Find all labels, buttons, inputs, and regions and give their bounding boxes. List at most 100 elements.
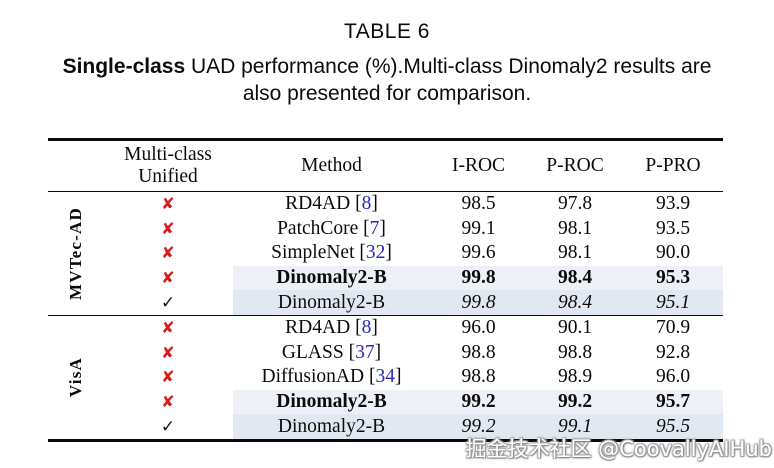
metric-value: 98.4	[557, 267, 593, 289]
unified-cell: ✘	[103, 342, 233, 364]
table-row: ✓ Dinomaly2-B 99.8 98.4 95.1	[48, 290, 723, 315]
metric-value: 99.2	[557, 391, 593, 413]
method-name: Dinomaly2-B	[276, 391, 387, 413]
column-header-iroc: I-ROC	[451, 155, 506, 176]
metric-value: 95.5	[655, 415, 691, 437]
table-row: ✓ Dinomaly2-B 99.2 99.1 95.5	[48, 414, 723, 439]
unified-mark: ✘	[161, 342, 175, 362]
watermark: 掘金技术社区 @CoovallyAIHub	[465, 437, 772, 461]
caption-bold-text: Single-class	[62, 55, 186, 78]
table-row: ✘ SimpleNet [32] 99.6 98.1 90.0	[48, 241, 723, 266]
dataset-section: VisA ✘ RD4AD [8] 96.0 90.1 70.9 ✘ GLASS …	[48, 314, 723, 439]
caption-rest-text: UAD performance (%).Multi-class Dinomaly…	[185, 55, 712, 78]
caption-line-1: Single-class UAD performance (%).Multi-c…	[0, 53, 774, 80]
results-table: Multi-class Unified Method I-ROC P-ROC P…	[48, 138, 723, 442]
method-name: SimpleNet	[271, 242, 355, 264]
metric-value: 98.8	[461, 341, 496, 363]
metric-value: 98.1	[557, 242, 593, 264]
unified-cell: ✘	[103, 193, 233, 215]
method-name: RD4AD	[285, 193, 351, 215]
table-body: MVTec-AD ✘ RD4AD [8] 98.5 97.8 93.9 ✘ Pa…	[48, 192, 723, 439]
citation-number[interactable]: 34	[375, 366, 395, 388]
method-cell: Dinomaly2-B	[233, 267, 430, 289]
unified-mark: ✓	[160, 416, 176, 437]
table-row: ✘ RD4AD [8] 98.5 97.8 93.9	[48, 192, 723, 217]
column-header-method: Method	[301, 155, 362, 176]
metric-value: 96.0	[461, 317, 496, 339]
table-number: TABLE 6	[344, 20, 430, 43]
column-header-unified: Multi-class Unified	[124, 144, 212, 187]
table-caption-block: TABLE 6 Single-class UAD performance (%)…	[0, 20, 774, 107]
method-name: PatchCore	[277, 217, 359, 239]
citation-number[interactable]: 7	[369, 217, 380, 239]
metric-value: 93.5	[655, 217, 691, 239]
method-cell: DiffusionAD [34]	[233, 366, 430, 388]
method-cell: RD4AD [8]	[233, 193, 430, 215]
method-name: Dinomaly2-B	[277, 291, 386, 313]
unified-cell: ✓	[103, 292, 233, 314]
table-row: ✘ Dinomaly2-B 99.8 98.4 95.3	[48, 265, 723, 291]
column-header-ppro: P-PRO	[645, 155, 701, 176]
method-cell: Dinomaly2-B	[233, 391, 430, 413]
metric-value: 95.1	[655, 291, 691, 313]
section-rows: ✘ RD4AD [8] 96.0 90.1 70.9 ✘ GLASS [37] …	[48, 316, 723, 439]
metric-value: 97.8	[557, 193, 593, 215]
method-cell: GLASS [37]	[233, 342, 430, 364]
unified-cell: ✘	[103, 366, 233, 388]
citation-number[interactable]: 8	[361, 193, 372, 215]
metric-value: 95.7	[655, 391, 691, 413]
citation: [37]	[343, 341, 382, 363]
metric-value: 99.1	[557, 415, 593, 437]
table-row: ✘ GLASS [37] 98.8 98.8 92.8	[48, 341, 723, 366]
table-header-row: Multi-class Unified Method I-ROC P-ROC P…	[48, 141, 723, 192]
citation: [34]	[364, 366, 402, 388]
metric-value: 98.8	[557, 341, 593, 363]
citation: [8]	[350, 193, 378, 215]
table-caption: Single-class UAD performance (%).Multi-c…	[0, 53, 774, 107]
unified-mark: ✘	[161, 268, 175, 288]
citation: [7]	[358, 217, 386, 239]
metric-value: 99.8	[461, 267, 496, 289]
section-rows: ✘ RD4AD [8] 98.5 97.8 93.9 ✘ PatchCore […	[48, 192, 723, 315]
method-name: Dinomaly2-B	[277, 415, 386, 437]
unified-mark: ✘	[161, 194, 175, 214]
unified-mark: ✓	[160, 292, 176, 313]
unified-cell: ✘	[103, 242, 233, 264]
column-header-proc: P-ROC	[546, 155, 604, 176]
metric-value: 98.4	[557, 291, 593, 313]
metric-value: 95.3	[655, 267, 691, 289]
caption-line-2: also presented for comparison.	[242, 82, 532, 105]
citation-number[interactable]: 8	[361, 317, 372, 339]
metric-value: 96.0	[655, 366, 691, 388]
citation-number[interactable]: 32	[365, 242, 386, 264]
metric-value: 98.9	[557, 366, 593, 388]
unified-mark: ✘	[161, 318, 175, 338]
citation-number[interactable]: 37	[355, 341, 375, 363]
citation: [32]	[354, 242, 392, 264]
metric-value: 98.8	[461, 366, 496, 388]
metric-value: 93.9	[655, 193, 691, 215]
method-cell: Dinomaly2-B	[233, 416, 430, 438]
metric-value: 98.5	[461, 193, 496, 215]
metric-value: 99.2	[461, 415, 496, 437]
metric-value: 99.2	[461, 391, 496, 413]
method-name: Dinomaly2-B	[276, 267, 387, 289]
method-name: DiffusionAD	[261, 366, 365, 388]
method-cell: Dinomaly2-B	[233, 292, 430, 314]
table-row: ✘ DiffusionAD [34] 98.8 98.9 96.0	[48, 365, 723, 390]
unified-mark: ✘	[161, 243, 175, 263]
metric-value: 92.8	[655, 341, 691, 363]
dataset-label: VisA	[65, 357, 85, 398]
metric-value: 99.8	[461, 291, 496, 313]
method-cell: RD4AD [8]	[233, 317, 430, 339]
unified-mark: ✘	[161, 367, 175, 387]
metric-value: 98.1	[557, 217, 593, 239]
method-cell: SimpleNet [32]	[233, 242, 430, 264]
unified-cell: ✘	[103, 391, 233, 413]
table-row: ✘ Dinomaly2-B 99.2 99.2 95.7	[48, 389, 723, 415]
unified-cell: ✓	[103, 416, 233, 438]
unified-cell: ✘	[103, 267, 233, 289]
metric-value: 99.1	[461, 217, 496, 239]
metric-value: 99.6	[461, 242, 496, 264]
metric-value: 70.9	[655, 317, 691, 339]
